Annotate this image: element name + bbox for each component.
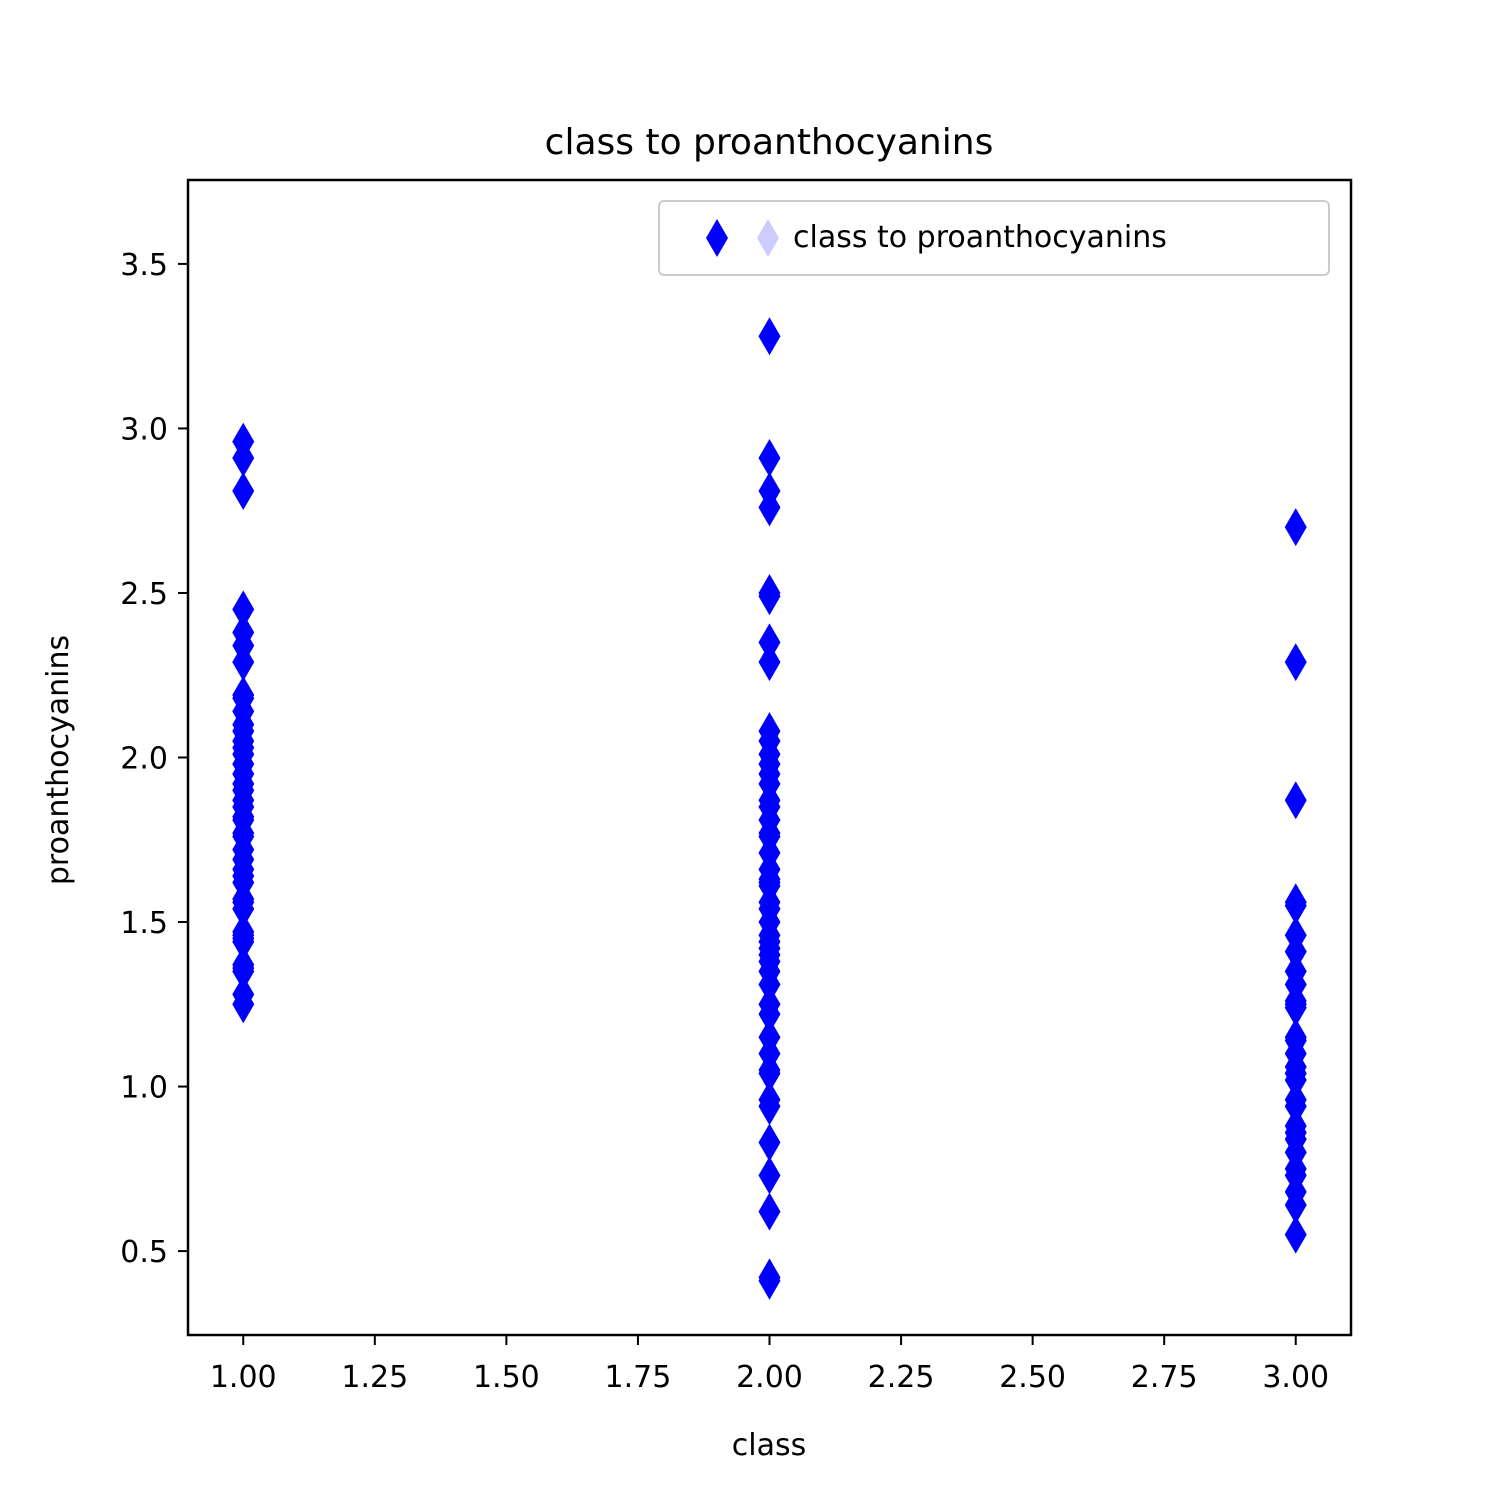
data-point bbox=[758, 623, 781, 662]
legend-diamond-icon bbox=[757, 219, 779, 257]
y-axis-label: proanthocyanins bbox=[41, 635, 76, 885]
y-tick-label: 2.0 bbox=[120, 742, 168, 777]
data-point bbox=[1284, 988, 1307, 1027]
plot-area bbox=[186, 178, 1353, 1337]
x-axis: 1.00 1.25 1.50 1.75 2.00 2.25 2.50 2.75 3.00 bbox=[210, 1335, 1329, 1395]
data-point bbox=[1284, 886, 1307, 925]
data-point bbox=[758, 1123, 781, 1162]
data-point bbox=[758, 488, 781, 527]
y-tick-label: 0.5 bbox=[120, 1235, 168, 1270]
data-point bbox=[758, 577, 781, 616]
data-point bbox=[232, 643, 255, 682]
x-axis-label: class bbox=[732, 1428, 806, 1463]
data-point bbox=[758, 1192, 781, 1231]
y-tick-label: 1.0 bbox=[120, 1071, 168, 1106]
x-tick-label: 1.75 bbox=[605, 1360, 672, 1395]
data-point bbox=[232, 952, 255, 991]
x-tick-label: 3.00 bbox=[1262, 1360, 1329, 1395]
legend-frame bbox=[658, 200, 1330, 276]
x-tick-label: 2.75 bbox=[1131, 1360, 1198, 1395]
data-point bbox=[232, 471, 255, 510]
x-tick-label: 1.25 bbox=[341, 1360, 408, 1395]
data-point bbox=[758, 965, 781, 1004]
y-tick-label: 3.0 bbox=[120, 412, 168, 447]
data-point bbox=[232, 590, 255, 629]
legend-entry-label: class to proanthocyanins bbox=[793, 220, 1167, 255]
legend: class to proanthocyanins bbox=[658, 200, 1330, 276]
legend-diamond-icon bbox=[706, 219, 728, 257]
data-point bbox=[1284, 781, 1307, 820]
data-point bbox=[758, 995, 781, 1034]
x-tick-label: 2.50 bbox=[999, 1360, 1066, 1395]
data-point bbox=[1284, 1215, 1307, 1254]
data-point bbox=[758, 1261, 781, 1300]
series-0 bbox=[232, 317, 1307, 1300]
data-point bbox=[232, 985, 255, 1024]
data-point bbox=[1284, 1087, 1307, 1126]
data-point bbox=[1284, 1186, 1307, 1225]
legend-marker-icon bbox=[706, 219, 779, 257]
data-point bbox=[758, 643, 781, 682]
chart-title: class to proanthocyanins bbox=[545, 122, 994, 163]
data-point bbox=[1284, 643, 1307, 682]
data-point bbox=[758, 1156, 781, 1195]
data-point bbox=[232, 922, 255, 961]
data-point bbox=[232, 889, 255, 928]
y-tick-label: 2.5 bbox=[120, 577, 168, 612]
y-tick-label: 1.5 bbox=[120, 906, 168, 941]
y-tick-label: 3.5 bbox=[120, 248, 168, 283]
x-tick-label: 2.00 bbox=[736, 1360, 803, 1395]
data-point bbox=[1284, 1060, 1307, 1099]
x-tick-label: 2.25 bbox=[868, 1360, 935, 1395]
x-tick-label: 1.00 bbox=[210, 1360, 277, 1395]
x-tick-label: 1.50 bbox=[473, 1360, 540, 1395]
y-axis: 0.5 1.0 1.5 2.0 2.5 3.0 3.5 bbox=[120, 248, 188, 1270]
data-point bbox=[1284, 932, 1307, 971]
data-point bbox=[758, 317, 781, 356]
data-point bbox=[1284, 508, 1307, 547]
data-point bbox=[232, 439, 255, 478]
data-point bbox=[758, 439, 781, 478]
data-point bbox=[758, 1054, 781, 1093]
data-point bbox=[758, 1087, 781, 1126]
